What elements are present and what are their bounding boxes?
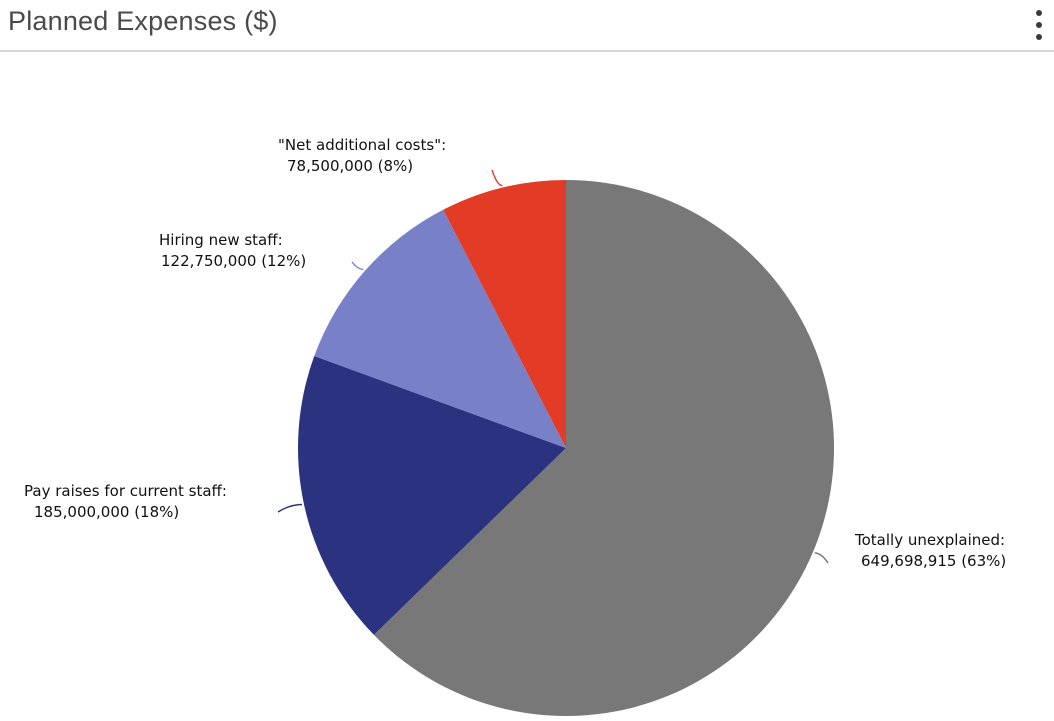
slice-label-1: Pay raises for current staff: <box>24 482 227 500</box>
pie-slice-3[interactable] <box>443 180 566 448</box>
chart-title: Planned Expenses ($) <box>8 6 278 36</box>
pie-slice-1[interactable] <box>298 356 566 635</box>
leader-line-3 <box>491 169 503 187</box>
chart-header: Planned Expenses ($) <box>0 0 1054 52</box>
kebab-menu-icon[interactable] <box>1028 8 1050 42</box>
slice-value-2: 122,750,000 (12%) <box>161 252 306 270</box>
leader-line-2 <box>351 261 364 271</box>
slice-label-2: Hiring new staff: <box>159 231 283 249</box>
slice-value-1: 185,000,000 (18%) <box>34 503 179 521</box>
slice-value-3: 78,500,000 (8%) <box>287 157 413 175</box>
leader-line-1 <box>277 503 302 513</box>
leader-line-0 <box>814 552 829 564</box>
slice-value-0: 649,698,915 (63%) <box>861 552 1006 570</box>
pie-slice-0[interactable] <box>373 180 835 716</box>
slice-label-3: "Net additional costs": <box>278 136 446 154</box>
pie-slice-2[interactable] <box>314 209 566 448</box>
slice-label-0: Totally unexplained: <box>854 531 1005 549</box>
